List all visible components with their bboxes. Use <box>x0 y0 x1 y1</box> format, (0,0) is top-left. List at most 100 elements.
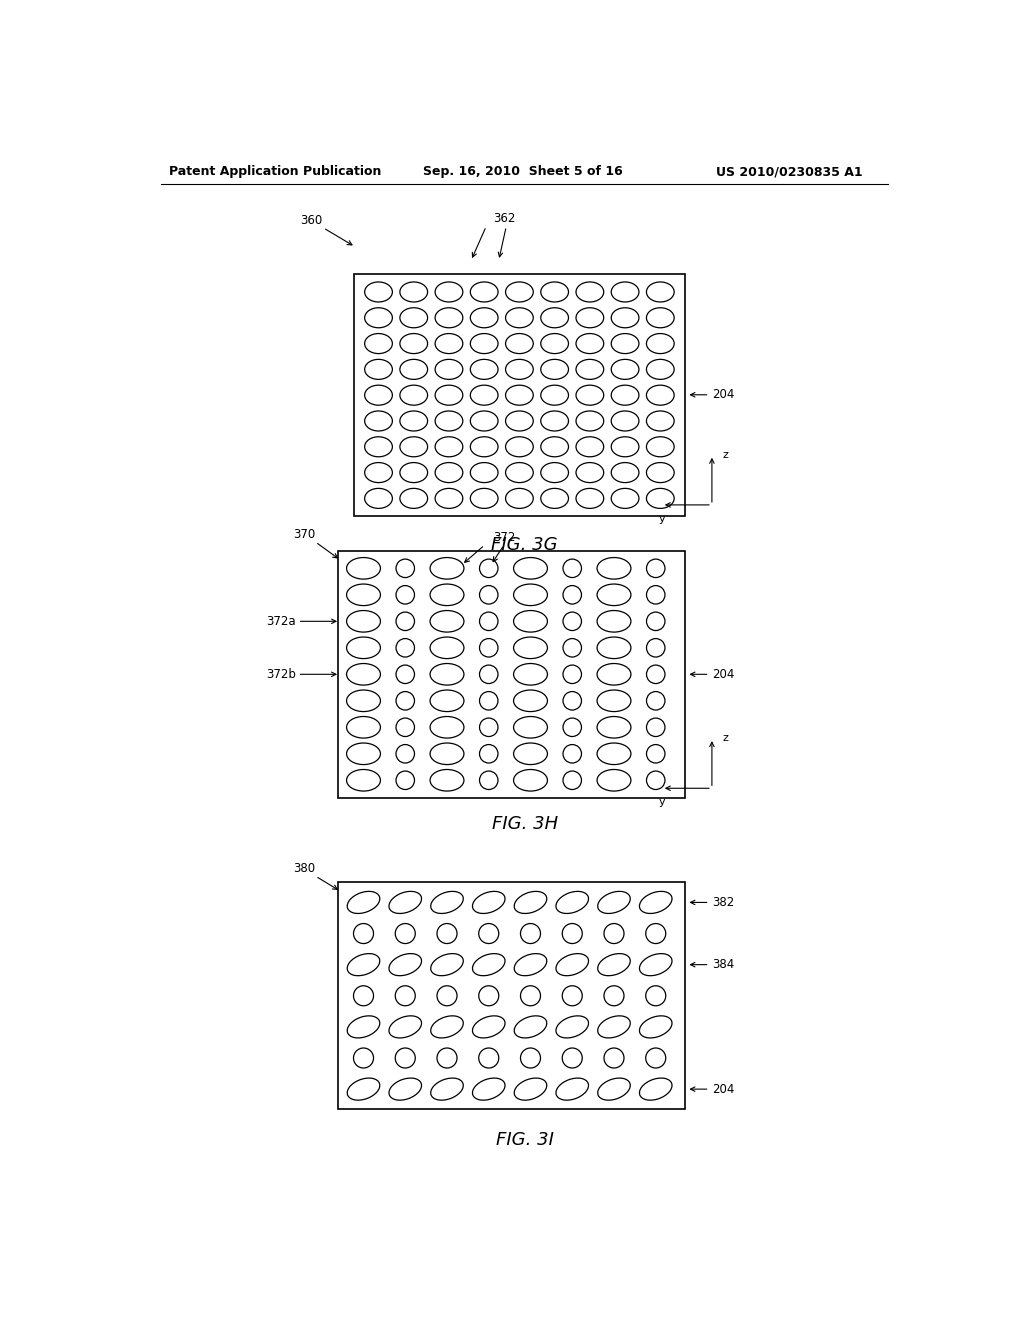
Ellipse shape <box>514 583 548 606</box>
Ellipse shape <box>435 308 463 327</box>
Ellipse shape <box>541 411 568 432</box>
Ellipse shape <box>431 891 463 913</box>
Ellipse shape <box>646 924 666 944</box>
Ellipse shape <box>470 385 498 405</box>
Text: 370: 370 <box>293 528 315 541</box>
Ellipse shape <box>346 690 381 711</box>
Text: z: z <box>723 450 729 459</box>
Bar <box>354 275 685 516</box>
Ellipse shape <box>435 282 463 302</box>
Ellipse shape <box>479 744 498 763</box>
Ellipse shape <box>639 891 672 913</box>
Ellipse shape <box>400 488 428 508</box>
Ellipse shape <box>506 488 534 508</box>
Ellipse shape <box>575 385 604 405</box>
Ellipse shape <box>520 1048 541 1068</box>
Ellipse shape <box>470 359 498 379</box>
Ellipse shape <box>400 359 428 379</box>
Ellipse shape <box>396 718 415 737</box>
Ellipse shape <box>646 334 674 354</box>
Ellipse shape <box>563 718 582 737</box>
Ellipse shape <box>430 743 464 764</box>
Ellipse shape <box>479 612 498 631</box>
Ellipse shape <box>347 891 380 913</box>
Ellipse shape <box>430 717 464 738</box>
Text: y: y <box>658 513 666 524</box>
Ellipse shape <box>604 1048 624 1068</box>
Bar <box>339 552 685 797</box>
Text: FIG. 3H: FIG. 3H <box>492 816 558 833</box>
Text: US 2010/0230835 A1: US 2010/0230835 A1 <box>716 165 862 178</box>
Ellipse shape <box>611 462 639 483</box>
Ellipse shape <box>646 639 665 657</box>
Ellipse shape <box>506 462 534 483</box>
Text: y: y <box>658 797 666 807</box>
Ellipse shape <box>472 891 505 913</box>
Ellipse shape <box>646 385 674 405</box>
Ellipse shape <box>506 282 534 302</box>
Ellipse shape <box>646 586 665 605</box>
Ellipse shape <box>646 437 674 457</box>
Ellipse shape <box>400 411 428 432</box>
Ellipse shape <box>396 560 415 578</box>
Ellipse shape <box>470 437 498 457</box>
Ellipse shape <box>562 924 583 944</box>
Ellipse shape <box>479 1048 499 1068</box>
Ellipse shape <box>611 308 639 327</box>
Ellipse shape <box>597 557 631 579</box>
Ellipse shape <box>597 664 631 685</box>
Ellipse shape <box>514 743 548 764</box>
Ellipse shape <box>400 282 428 302</box>
Ellipse shape <box>430 770 464 791</box>
Ellipse shape <box>365 488 392 508</box>
Ellipse shape <box>435 462 463 483</box>
Ellipse shape <box>646 488 674 508</box>
Ellipse shape <box>575 462 604 483</box>
Ellipse shape <box>437 924 457 944</box>
Ellipse shape <box>479 924 499 944</box>
Text: Sep. 16, 2010  Sheet 5 of 16: Sep. 16, 2010 Sheet 5 of 16 <box>423 165 623 178</box>
Ellipse shape <box>472 1016 505 1038</box>
Ellipse shape <box>514 1078 547 1100</box>
Ellipse shape <box>400 462 428 483</box>
Ellipse shape <box>395 986 416 1006</box>
Ellipse shape <box>435 334 463 354</box>
Ellipse shape <box>396 612 415 631</box>
Ellipse shape <box>514 638 548 659</box>
Ellipse shape <box>597 743 631 764</box>
Ellipse shape <box>347 1078 380 1100</box>
Ellipse shape <box>506 334 534 354</box>
Ellipse shape <box>575 411 604 432</box>
Ellipse shape <box>430 557 464 579</box>
Ellipse shape <box>541 437 568 457</box>
Ellipse shape <box>646 308 674 327</box>
Ellipse shape <box>563 639 582 657</box>
Ellipse shape <box>430 638 464 659</box>
Ellipse shape <box>646 359 674 379</box>
Text: FIG. 3G: FIG. 3G <box>492 536 558 554</box>
Ellipse shape <box>604 924 624 944</box>
Ellipse shape <box>479 639 498 657</box>
Ellipse shape <box>611 334 639 354</box>
Text: 204: 204 <box>712 668 734 681</box>
Text: 204: 204 <box>712 1082 734 1096</box>
Ellipse shape <box>435 411 463 432</box>
Ellipse shape <box>506 359 534 379</box>
Ellipse shape <box>575 488 604 508</box>
Ellipse shape <box>396 744 415 763</box>
Ellipse shape <box>365 437 392 457</box>
Ellipse shape <box>563 612 582 631</box>
Ellipse shape <box>396 665 415 684</box>
Ellipse shape <box>646 560 665 578</box>
Ellipse shape <box>430 664 464 685</box>
Ellipse shape <box>541 282 568 302</box>
Ellipse shape <box>646 411 674 432</box>
Ellipse shape <box>597 583 631 606</box>
Ellipse shape <box>520 986 541 1006</box>
Ellipse shape <box>598 1078 631 1100</box>
Ellipse shape <box>400 308 428 327</box>
Ellipse shape <box>646 1048 666 1068</box>
Ellipse shape <box>611 282 639 302</box>
Ellipse shape <box>435 437 463 457</box>
Ellipse shape <box>514 664 548 685</box>
